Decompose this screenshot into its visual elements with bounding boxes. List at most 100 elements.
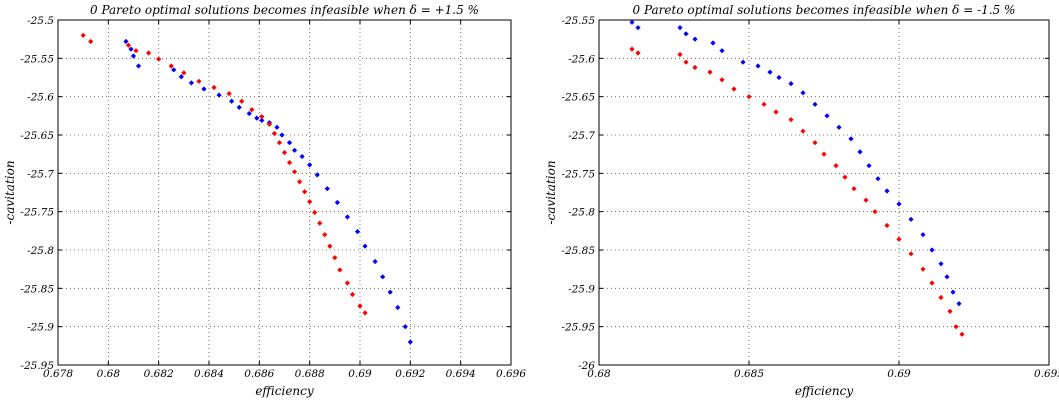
data-point [929, 247, 934, 252]
x-tick-label: 0.69 [348, 368, 372, 380]
data-point [635, 25, 640, 30]
data-point [239, 99, 244, 104]
data-point [938, 295, 943, 300]
data-point [201, 86, 206, 91]
data-point [237, 105, 242, 110]
data-point [677, 52, 682, 57]
y-tick-label: -25.75 [561, 168, 595, 180]
y-tick-label: -25.6 [568, 53, 595, 65]
data-point [254, 116, 259, 121]
y-tick-label: -25.95 [20, 360, 54, 372]
data-point [249, 107, 254, 112]
data-point [345, 280, 350, 285]
data-point [740, 60, 745, 65]
data-point [692, 37, 697, 42]
data-point [896, 237, 901, 242]
data-point [920, 232, 925, 237]
series-1 [629, 47, 964, 337]
data-point [635, 50, 640, 55]
chart-title: 0 Pareto optimal solutions becomes infea… [633, 3, 1016, 17]
data-point [169, 63, 174, 68]
data-point [315, 172, 320, 177]
data-point [350, 292, 355, 297]
data-point [683, 60, 688, 65]
chart-right: 0.68 0.685 0.69 0.695 -25.55 -25.6 -25.65 -25.7… [544, 3, 1059, 398]
data-point [884, 223, 889, 228]
data-point [848, 136, 853, 141]
data-point [821, 152, 826, 157]
data-point [189, 80, 194, 85]
data-point [908, 251, 913, 256]
x-tick-label: 0.685 [734, 368, 764, 380]
data-point [362, 310, 367, 315]
data-point [707, 70, 712, 75]
data-point [88, 39, 93, 44]
data-point [408, 339, 413, 344]
data-point [292, 148, 297, 153]
y-tick-label: -25.9 [27, 322, 54, 334]
data-point [812, 102, 817, 107]
data-point [312, 210, 317, 215]
data-point [719, 48, 724, 53]
data-point [307, 162, 312, 167]
data-point [123, 39, 128, 44]
data-point [227, 91, 232, 96]
data-point [332, 255, 337, 260]
data-point [767, 70, 772, 75]
chart-left: 0.678 0.68 0.682 0.684 0.686 0.688 0.69 0.692 0.… [3, 3, 526, 398]
data-point [929, 280, 934, 285]
data-point [629, 47, 634, 52]
data-point [719, 77, 724, 82]
y-tick-label: -26 [578, 360, 595, 372]
y-tick-label: -25.65 [20, 130, 54, 142]
data-point [950, 290, 955, 295]
data-point [133, 48, 138, 53]
data-point [302, 189, 307, 194]
data-point [81, 33, 86, 38]
data-point [357, 303, 362, 308]
data-point [731, 86, 736, 91]
data-point [156, 57, 161, 62]
data-point [229, 99, 234, 104]
data-point [800, 129, 805, 134]
data-point [403, 324, 408, 329]
data-point [683, 31, 688, 36]
data-point [325, 186, 330, 191]
x-tick-label: 0.69 [887, 368, 911, 380]
data-point [761, 102, 766, 107]
data-point [788, 117, 793, 122]
chart-title: 0 Pareto optimal solutions becomes infea… [90, 3, 479, 17]
data-point [857, 149, 862, 154]
y-tick-label: -25.8 [27, 245, 54, 257]
data-point [126, 43, 131, 48]
data-point [272, 131, 277, 136]
x-tick-label: 0.686 [244, 368, 274, 380]
data-point [146, 50, 151, 55]
data-point [373, 259, 378, 264]
data-point [824, 113, 829, 118]
y-tick-label: -25.75 [20, 207, 54, 219]
x-tick-label: 0.688 [295, 368, 325, 380]
data-point [677, 25, 682, 30]
data-point [872, 209, 877, 214]
data-point [944, 274, 949, 279]
data-point [277, 140, 282, 145]
data-point [181, 70, 186, 75]
x-tick-label: 0.694 [446, 368, 476, 380]
data-point [953, 324, 958, 329]
data-point [896, 201, 901, 206]
data-point [755, 63, 760, 68]
data-point [274, 125, 279, 130]
data-point [833, 163, 838, 168]
data-point [884, 188, 889, 193]
data-point [282, 150, 287, 155]
data-point [171, 67, 176, 72]
y-tick-label: -25.7 [568, 130, 595, 142]
data-point [842, 175, 847, 180]
x-tick-label: 0.682 [144, 368, 174, 380]
data-point [692, 65, 697, 70]
data-point [800, 90, 805, 95]
x-tick-label: 0.68 [97, 368, 121, 380]
data-point [355, 229, 360, 234]
data-point [956, 301, 961, 306]
